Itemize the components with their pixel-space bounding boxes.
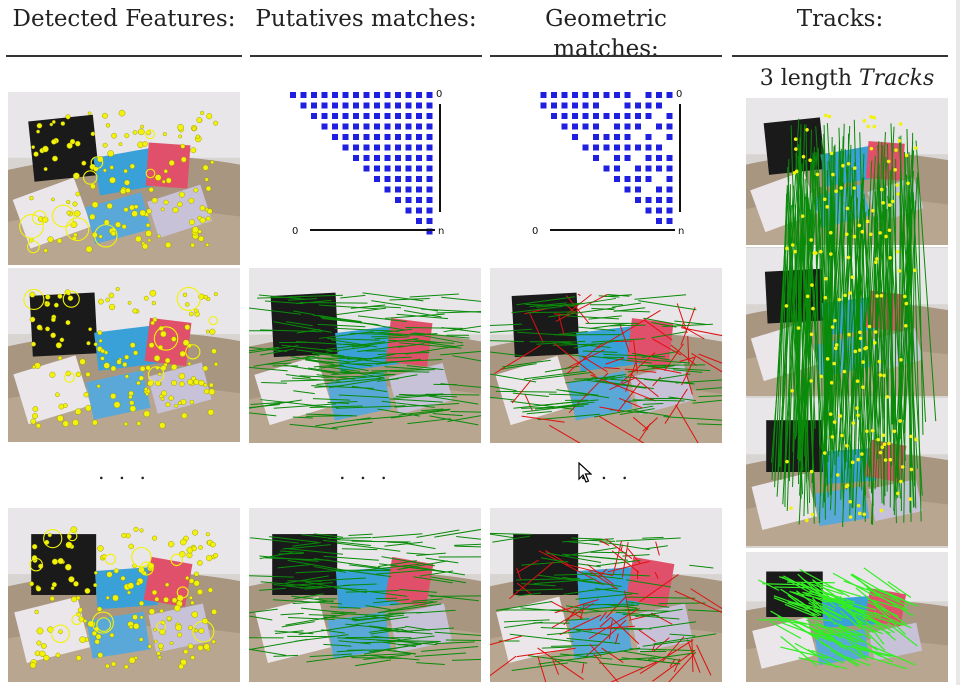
- ellipsis-col2: . . .: [339, 460, 391, 484]
- book-shape: [255, 596, 331, 663]
- svg-text:0: 0: [676, 89, 682, 100]
- header-rule-2: [250, 55, 482, 57]
- geometric-match-matrix: 0 0 n: [490, 82, 722, 242]
- geometric-matches-photo-2: [490, 508, 722, 682]
- book-shape: [750, 322, 818, 382]
- ellipsis-col3: . . .: [580, 460, 632, 484]
- header-tracks: Tracks:: [796, 6, 884, 32]
- header-rule-1: [6, 55, 242, 57]
- book-shape: [389, 603, 452, 653]
- tracks-photo-bright: [746, 552, 948, 682]
- svg-text:0: 0: [532, 226, 538, 237]
- book-shape: [86, 611, 150, 659]
- header-geometric-matches: Geometric matches:: [545, 6, 667, 62]
- header-rule-4: [732, 55, 948, 57]
- book-shape: [94, 325, 159, 371]
- book-shape: [29, 292, 98, 357]
- svg-text:0: 0: [436, 89, 442, 100]
- svg-text:n: n: [678, 226, 684, 237]
- svg-text:n: n: [438, 226, 444, 237]
- book-shape: [868, 622, 923, 661]
- features-photo-3: [8, 508, 240, 682]
- header-putative-matches: Putatives matches:: [255, 6, 477, 32]
- tracks-subtitle-prefix: 3 length: [759, 66, 853, 91]
- book-shape: [385, 318, 433, 367]
- book-shape: [511, 292, 580, 358]
- book-shape: [147, 184, 213, 239]
- tracks-subtitle: 3 length Tracks: [746, 66, 948, 91]
- book-shape: [327, 611, 391, 659]
- tracks-subtitle-emph: Tracks: [859, 66, 935, 91]
- ellipsis-col1: . . .: [98, 460, 150, 484]
- book-shape: [28, 114, 100, 182]
- putative-matches-photo-1: [249, 268, 481, 443]
- putative-matches-photo-2: [249, 508, 481, 682]
- features-photo-2: [8, 268, 240, 442]
- book-shape: [12, 177, 92, 249]
- header-rule-3: [490, 55, 722, 57]
- tracks-photo-stack: [746, 98, 948, 548]
- header-detected-features: Detected Features:: [12, 6, 236, 32]
- svg-text:0: 0: [292, 226, 298, 237]
- book-shape: [625, 556, 675, 607]
- putative-match-matrix: 0 0 n: [250, 82, 482, 242]
- geometric-matches-photo-1: [490, 268, 722, 443]
- scrollbar[interactable]: [956, 0, 960, 685]
- book-shape: [335, 325, 400, 372]
- features-photo-1: [8, 92, 240, 265]
- mouse-cursor-icon: [578, 461, 593, 488]
